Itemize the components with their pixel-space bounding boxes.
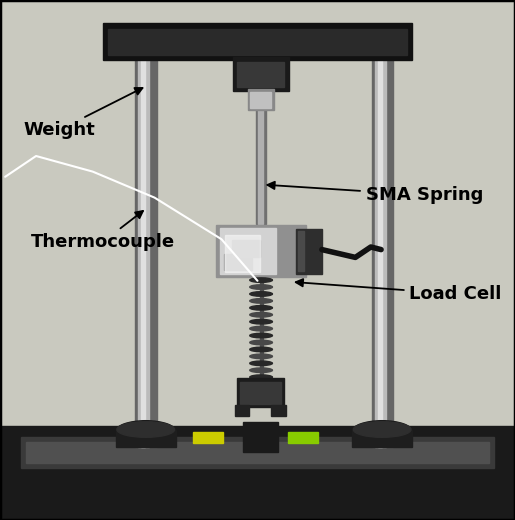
Bar [233,57,289,91]
Bar [235,405,249,416]
Bar [256,57,266,224]
Bar [258,57,263,224]
Text: Load Cell: Load Cell [296,279,502,303]
Bar [220,228,276,274]
Ellipse shape [250,298,272,303]
Ellipse shape [250,306,272,310]
Bar [0,426,515,520]
Ellipse shape [250,375,272,380]
Bar [21,437,494,468]
Ellipse shape [250,340,272,345]
Bar [216,225,306,277]
Bar [296,229,322,274]
Text: Weight: Weight [23,88,143,139]
Ellipse shape [250,313,272,317]
Bar [372,52,393,447]
Bar [352,430,412,447]
Bar [108,29,407,55]
Ellipse shape [250,292,272,296]
Bar [193,432,223,443]
Bar [260,277,263,381]
Bar [375,52,386,447]
Bar [378,52,382,447]
Ellipse shape [250,278,272,282]
Ellipse shape [115,421,176,443]
Ellipse shape [250,285,272,289]
Bar [135,52,157,447]
Bar [225,235,260,272]
Bar [248,89,274,110]
Ellipse shape [250,347,272,352]
Bar [298,231,304,271]
Bar [224,254,252,270]
Bar [237,378,284,407]
Bar [138,52,149,447]
Bar [271,405,286,416]
Bar [240,382,281,404]
Ellipse shape [353,422,411,437]
Bar [116,430,176,447]
Ellipse shape [250,319,272,324]
Bar [250,92,271,108]
Bar [243,422,278,452]
Text: SMA Spring: SMA Spring [267,182,483,204]
Ellipse shape [250,327,272,331]
Ellipse shape [250,361,272,366]
Bar [288,432,318,443]
Text: Thermocouple: Thermocouple [31,211,175,251]
Bar [0,0,515,442]
Bar [232,240,260,257]
Bar [141,52,145,447]
Ellipse shape [250,368,272,372]
Bar [237,62,284,87]
Ellipse shape [352,421,413,443]
Bar [103,23,412,60]
Bar [26,442,489,463]
Ellipse shape [250,333,272,338]
Ellipse shape [117,422,175,437]
Ellipse shape [250,354,272,359]
